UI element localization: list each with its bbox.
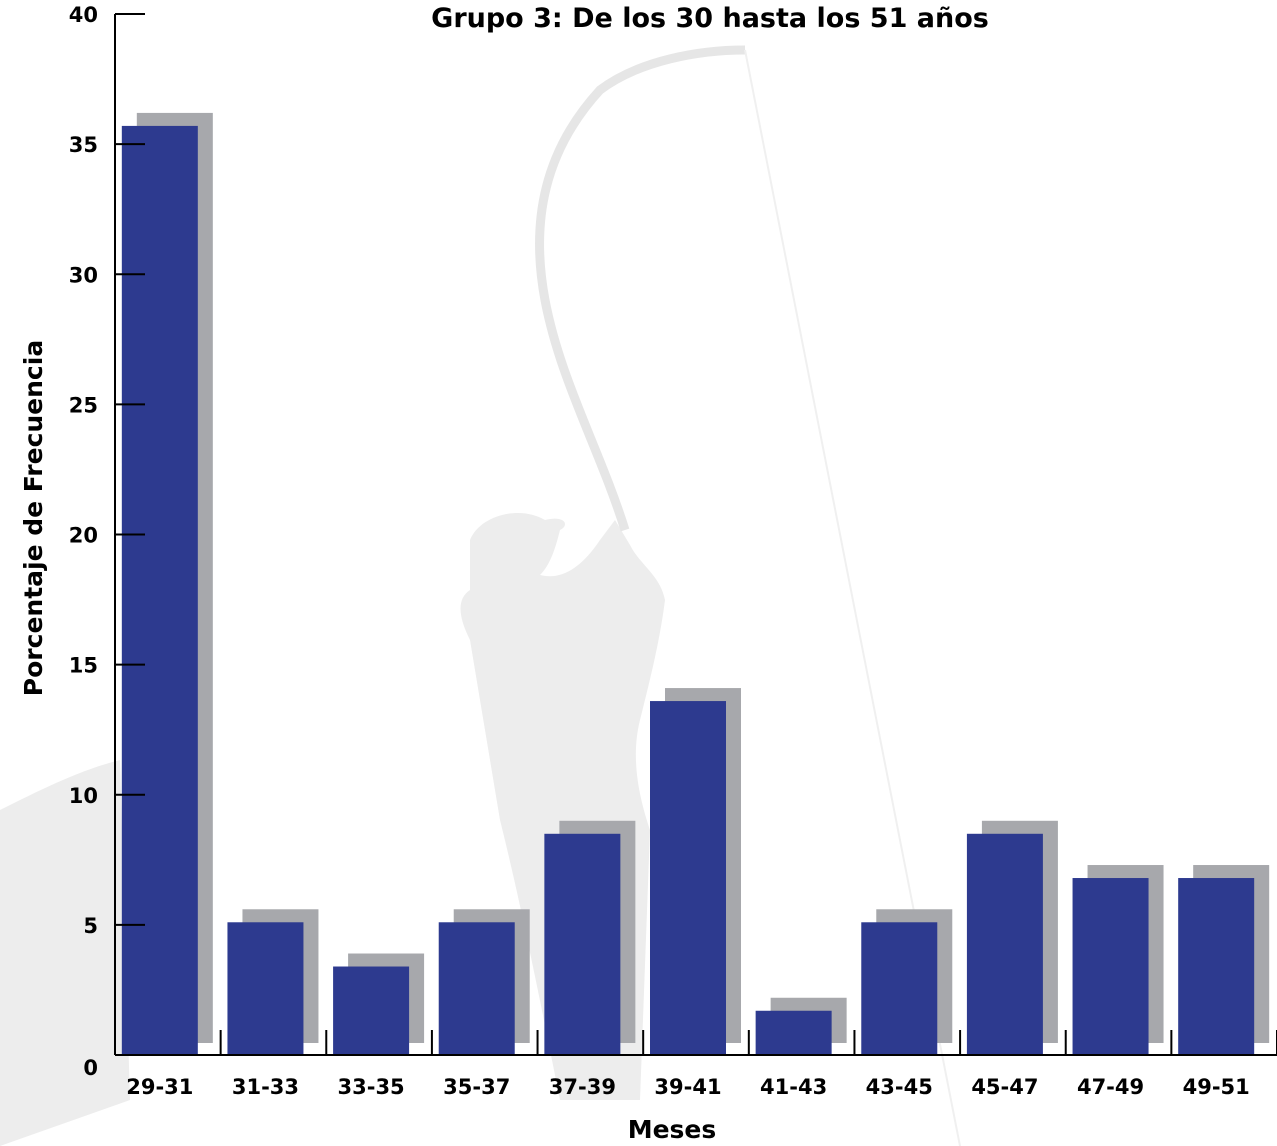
bar-29-31	[121, 125, 198, 1056]
bar-33-35	[333, 966, 410, 1055]
chart-title: Grupo 3: De los 30 hasta los 51 años	[431, 3, 989, 34]
y-tick-label: 5	[83, 914, 98, 938]
x-tick-label: 41-43	[760, 1075, 827, 1099]
bar-49-51	[1178, 878, 1255, 1055]
x-tick-label: 45-47	[971, 1075, 1038, 1099]
x-tick-label: 39-41	[654, 1075, 721, 1099]
bar-35-37	[438, 922, 515, 1055]
x-tick-label: 49-51	[1183, 1075, 1250, 1099]
x-tick-label: 37-39	[549, 1075, 616, 1099]
x-axis-label: Meses	[628, 1115, 717, 1144]
bar-37-39	[544, 833, 621, 1055]
bar-45-47	[966, 833, 1043, 1055]
y-tick-label: 40	[69, 3, 98, 27]
y-tick-label: 10	[69, 784, 98, 808]
x-tick-label: 43-45	[866, 1075, 933, 1099]
y-axis-label: Porcentaje de Frecuencia	[19, 340, 48, 696]
x-tick-label: 33-35	[338, 1075, 405, 1099]
y-tick-label: 15	[69, 654, 98, 678]
y-tick-label: 25	[69, 393, 98, 417]
y-tick-label: 30	[69, 263, 98, 287]
bar-47-49	[1072, 878, 1149, 1055]
x-tick-label: 31-33	[232, 1075, 299, 1099]
bar-41-43	[755, 1010, 832, 1055]
bar-43-45	[861, 922, 938, 1055]
y-tick-label: 35	[69, 133, 98, 157]
bar-31-33	[227, 922, 304, 1055]
bar-39-41	[650, 701, 726, 1055]
y-tick-label: 20	[69, 524, 98, 548]
x-tick-label: 35-37	[443, 1075, 510, 1099]
y-tick-label: 0	[83, 1056, 98, 1080]
x-tick-label: 47-49	[1077, 1075, 1144, 1099]
x-tick-label: 29-31	[126, 1075, 193, 1099]
